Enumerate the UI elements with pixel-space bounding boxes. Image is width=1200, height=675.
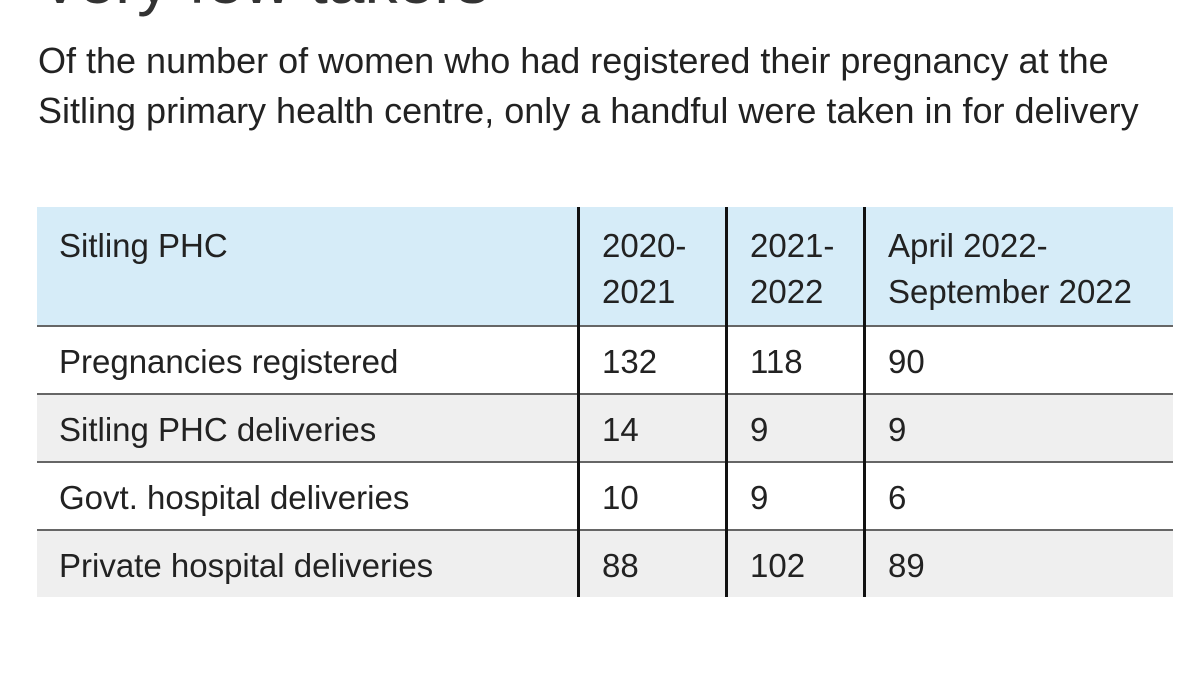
row-label: Govt. hospital deliveries — [59, 479, 410, 516]
cell: 89 — [863, 530, 1173, 597]
table-row: Private hospital deliveries 88 102 89 — [37, 530, 1173, 597]
table-row: Govt. hospital deliveries 10 9 6 — [37, 462, 1173, 530]
cell: 10 — [577, 462, 727, 530]
row-label: Private hospital deliveries — [37, 530, 579, 597]
cell: 132 — [577, 326, 727, 394]
column-header: Sitling PHC — [37, 207, 579, 326]
row-label: Sitling PHC deliveries — [37, 394, 579, 462]
cell: 9 — [725, 462, 865, 530]
table-row: Pregnancies registered 132 118 90 — [37, 326, 1173, 394]
cell: 90 — [863, 326, 1173, 394]
cell: 6 — [863, 462, 1173, 530]
cell: 9 — [863, 394, 1173, 462]
column-header: April 2022-September 2022 — [863, 207, 1173, 326]
cell: 88 — [577, 530, 727, 597]
cell: 118 — [725, 326, 865, 394]
cell: 9 — [725, 394, 865, 462]
title: Very few takers — [38, 0, 489, 18]
data-table: Sitling PHC 2020-2021 2021-2022 April 2022-… — [37, 207, 1173, 597]
header-row: Sitling PHC 2020-2021 2021-2022 April 2022-… — [37, 207, 1173, 326]
row-label: Pregnancies registered — [59, 343, 399, 380]
column-header: 2021-2022 — [725, 207, 865, 326]
table-row: Sitling PHC deliveries 14 9 9 — [37, 394, 1173, 462]
subtitle: Of the number of women who had registere… — [38, 40, 1139, 131]
column-header: 2020-2021 — [577, 207, 727, 326]
cell: 102 — [725, 530, 865, 597]
cell: 14 — [577, 394, 727, 462]
table-body: Pregnancies registered 132 118 90 Sitling PH… — [37, 326, 1173, 597]
